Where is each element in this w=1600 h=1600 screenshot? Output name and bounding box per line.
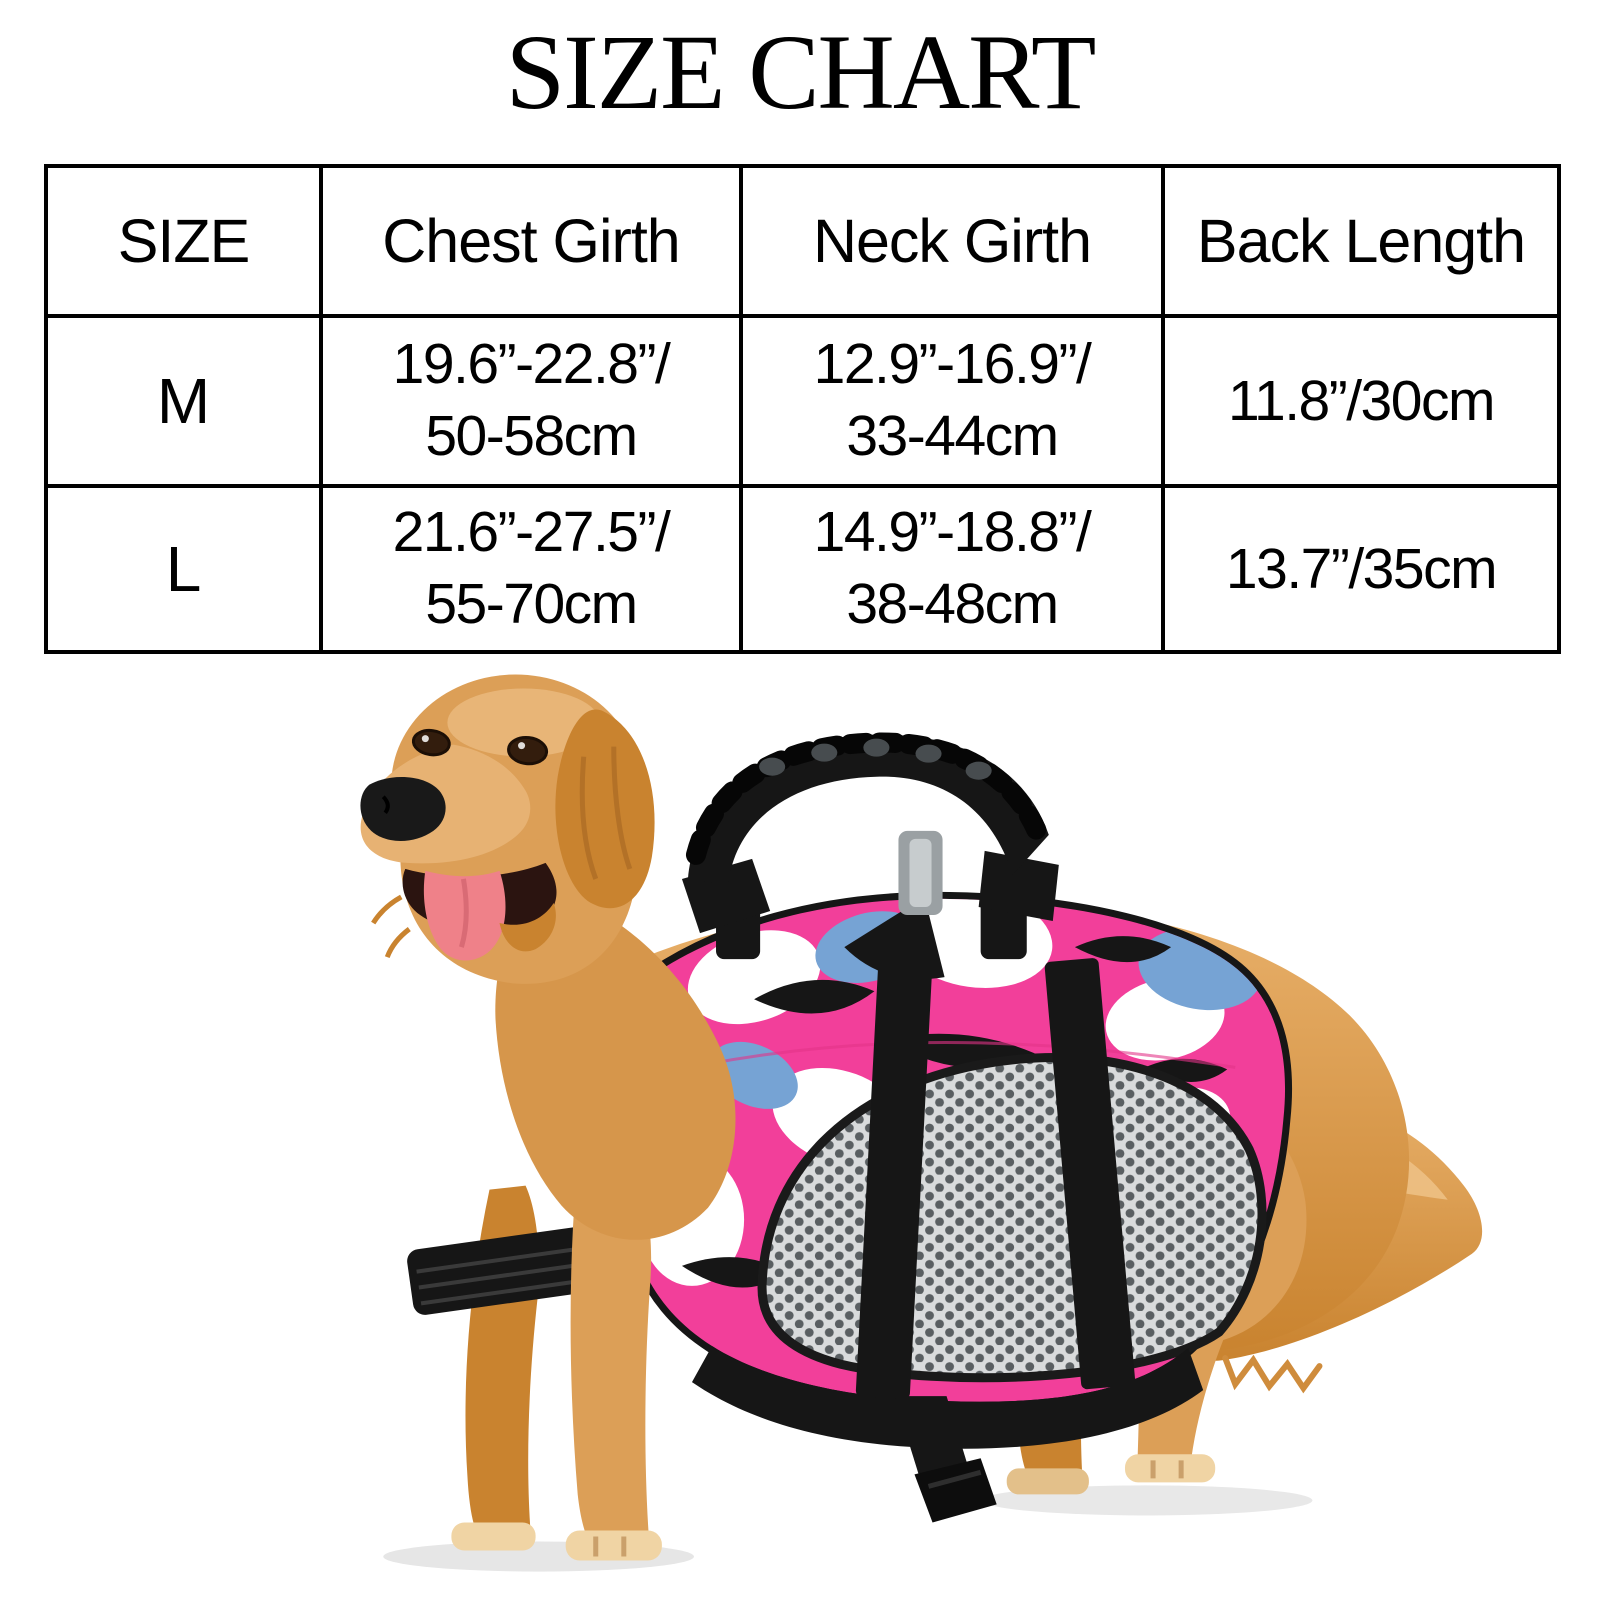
col-header-neck-girth: Neck Girth [739,164,1165,318]
table-header-row: SIZE Chest Girth Neck Girth Back Length [44,164,1561,318]
vest-straps [855,944,1136,1523]
product-photo-dog-in-life-vest [360,674,1483,1572]
size-l-label: L [44,484,323,654]
dog-front-leg [565,1181,662,1561]
col-header-back-length: Back Length [1161,164,1561,318]
measurement-line-cm: 50-58cm [425,404,638,468]
table-row-size-l: L 21.6”-27.5”/ 55-70cm 14.9”-18.8”/ 38-4… [44,484,1561,654]
vest-handle [681,732,1059,960]
size-l-back-length: 13.7”/35cm [1161,484,1561,654]
dog-ear [555,709,655,909]
measurement-line-cm: 33-44cm [846,404,1059,468]
measurement-line-inches: 19.6”-22.8”/ [392,332,671,397]
measurement-line-inches: 21.6”-27.5”/ [392,500,671,565]
size-m-chest-girth: 19.6”-22.8”/ 50-58cm [319,314,743,488]
table-row-size-m: M 19.6”-22.8”/ 50-58cm 12.9”-16.9”/ 33-4… [44,314,1561,488]
size-l-neck-girth: 14.9”-18.8”/ 38-48cm [739,484,1165,654]
vest-belly-band [691,1346,1204,1449]
col-header-chest-girth: Chest Girth [319,164,743,318]
page-title: SIZE CHART [505,14,1097,132]
measurement-line-inches: 12.9”-16.9”/ [813,332,1092,397]
dog-nose [360,776,446,841]
size-m-neck-girth: 12.9”-16.9”/ 33-44cm [739,314,1165,488]
measurement-line-inches: 14.9”-18.8”/ [813,500,1092,565]
size-m-label: M [44,314,323,488]
size-m-back-length: 11.8”/30cm [1161,314,1561,488]
dog-eyes [411,728,549,766]
dog-head [360,674,736,1240]
life-vest [407,732,1293,1523]
col-header-size: SIZE [44,164,323,318]
size-chart-table: SIZE Chest Girth Neck Girth Back Length … [44,164,1561,654]
measurement-line-cm: 38-48cm [846,572,1059,636]
size-l-chest-girth: 21.6”-27.5”/ 55-70cm [319,484,743,654]
reflective-strip [898,830,943,916]
measurement-line-cm: 55-70cm [425,572,638,636]
